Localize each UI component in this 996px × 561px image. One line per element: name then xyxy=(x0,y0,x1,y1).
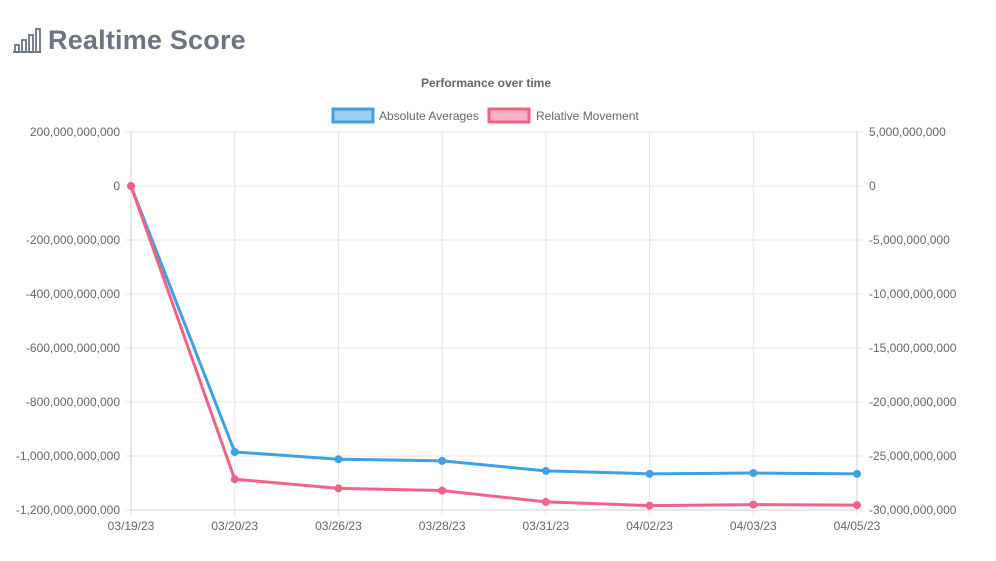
y-right-tick-label: -25,000,000,000 xyxy=(869,449,957,463)
y-left-tick-label: -800,000,000,000 xyxy=(26,395,120,409)
x-tick-label: 03/26/23 xyxy=(315,519,362,533)
x-tick-label: 04/03/23 xyxy=(730,519,777,533)
legend-label: Relative Movement xyxy=(536,109,639,123)
legend-label: Absolute Averages xyxy=(379,109,479,123)
y-left-tick-label: -1,200,000,000,000 xyxy=(16,503,120,517)
page-title: Realtime Score xyxy=(48,24,246,55)
x-axis: 03/19/23 03/20/23 03/26/23 03/28/23 03/31/23… xyxy=(108,519,881,533)
y-right-tick-label: -5,000,000,000 xyxy=(869,233,950,247)
x-tick-label: 04/02/23 xyxy=(626,519,673,533)
y-left-tick-label: -400,000,000,000 xyxy=(26,287,120,301)
legend-swatch-relative-movement xyxy=(487,107,531,124)
y-left-tick-label: -1,000,000,000,000 xyxy=(16,449,120,463)
y-left-tick-label: -200,000,000,000 xyxy=(26,233,120,247)
y-right-tick-label: 0 xyxy=(869,179,876,193)
y-right-tick-label: -15,000,000,000 xyxy=(869,341,957,355)
chart-legend: Absolute Averages Relative Movement xyxy=(331,107,639,124)
series-line-absolute-averages xyxy=(129,185,858,476)
y-right-tick-label: -30,000,000,000 xyxy=(869,503,957,517)
data-point-relative-movement xyxy=(749,500,758,509)
x-tick-label: 03/20/23 xyxy=(211,519,258,533)
bar-chart-icon xyxy=(13,28,41,53)
y-left-tick-label: 200,000,000,000 xyxy=(30,125,120,139)
data-point-relative-movement xyxy=(853,501,861,510)
data-point-relative-movement xyxy=(127,182,135,190)
data-point-relative-movement xyxy=(230,475,239,484)
data-point-absolute-averages xyxy=(645,469,654,478)
data-point-absolute-averages xyxy=(749,469,758,478)
data-point-absolute-averages xyxy=(230,447,239,456)
y-axis-right: 5,000,000,000 0 -5,000,000,000 -10,000,000,… xyxy=(869,125,957,517)
data-point-absolute-averages xyxy=(438,456,447,465)
y-right-tick-label: -10,000,000,000 xyxy=(869,287,957,301)
data-point-relative-movement xyxy=(645,501,654,510)
y-axis-left: 200,000,000,000 0 -200,000,000,000 -400,000… xyxy=(16,125,120,517)
chart-title: Performance over time xyxy=(421,76,551,90)
chart-grid xyxy=(125,131,863,516)
y-left-tick-label: -600,000,000,000 xyxy=(26,341,120,355)
data-point-relative-movement xyxy=(334,484,343,493)
data-point-relative-movement xyxy=(541,497,550,506)
x-tick-label: 03/28/23 xyxy=(419,519,466,533)
series-line-relative-movement xyxy=(129,185,858,508)
y-left-tick-label: 0 xyxy=(113,179,120,193)
data-point-relative-movement xyxy=(438,486,447,495)
page-header: Realtime Score xyxy=(12,22,246,58)
y-right-tick-label: 5,000,000,000 xyxy=(869,125,946,139)
x-tick-label: 03/19/23 xyxy=(108,519,155,533)
data-point-absolute-averages xyxy=(853,469,861,478)
data-point-absolute-averages xyxy=(541,466,550,475)
y-right-tick-label: -20,000,000,000 xyxy=(869,395,957,409)
x-tick-label: 03/31/23 xyxy=(522,519,569,533)
x-tick-label: 04/05/23 xyxy=(834,519,881,533)
legend-swatch-absolute-averages xyxy=(331,107,375,124)
chart-series xyxy=(127,182,861,510)
data-point-absolute-averages xyxy=(334,455,343,464)
